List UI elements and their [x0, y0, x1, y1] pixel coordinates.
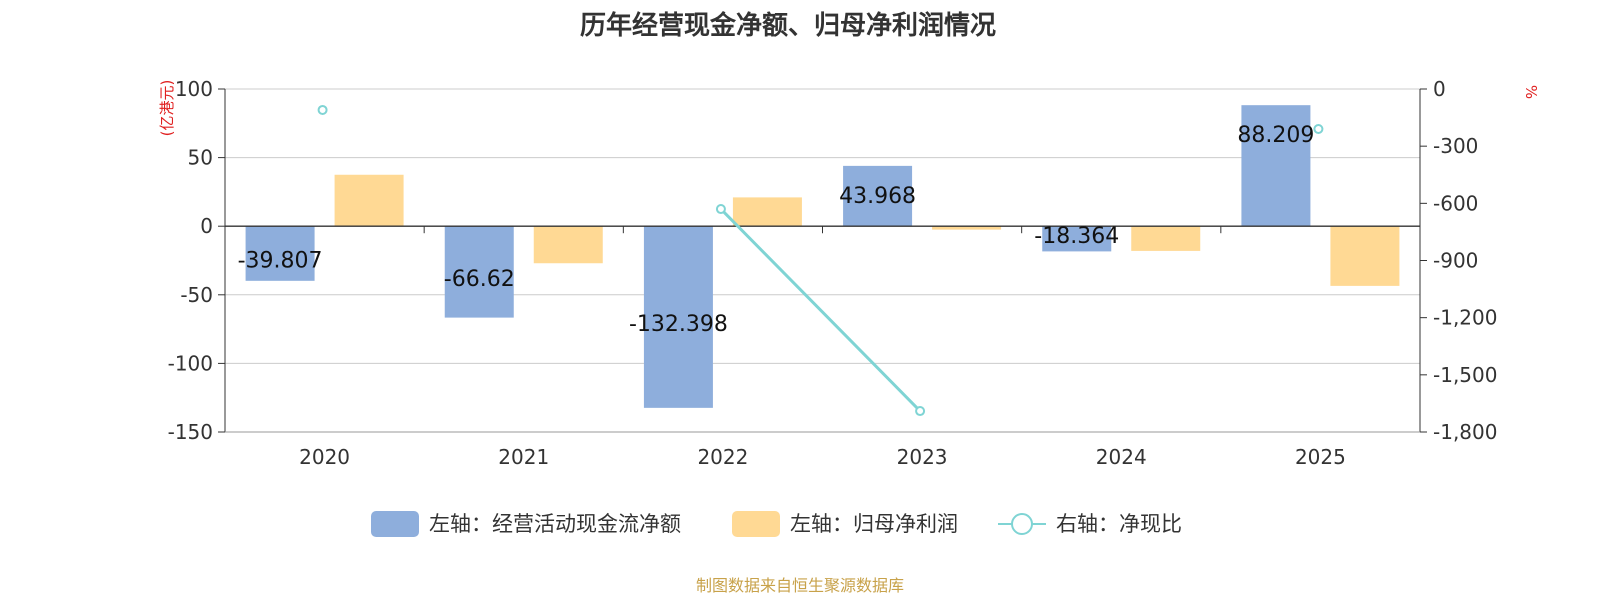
- x-axis-labels: 2020 2021 2022 2023 2024 2025: [299, 445, 1346, 469]
- x-tick-label: 2024: [1096, 445, 1147, 469]
- legend-label-cashflow: 左轴：经营活动现金流净额: [429, 512, 681, 536]
- bar-data-label: -18.364: [1034, 224, 1119, 249]
- data-labels: -39.807 -66.62 -132.398 43.968 -18.364 88.209: [238, 123, 1315, 337]
- cashflow-bar: [843, 165, 913, 227]
- profit-bar: [533, 226, 603, 264]
- ratio-point: [1313, 124, 1324, 135]
- right-tick-label: -1,200: [1433, 306, 1497, 330]
- left-tick-label: 0: [200, 214, 213, 238]
- left-tick-label: 100: [175, 77, 213, 101]
- legend-label-profit: 左轴：归母净利润: [790, 512, 958, 536]
- bar-data-label: -39.807: [238, 249, 323, 274]
- left-tick-label: -100: [168, 351, 213, 375]
- bar-data-label: 88.209: [1237, 123, 1314, 148]
- ratio-line-segment: [719, 207, 922, 413]
- line-series: [317, 104, 1324, 417]
- ratio-point: [915, 406, 926, 417]
- legend: 左轴：经营活动现金流净额 左轴：归母净利润 右轴：净现比: [371, 511, 1182, 537]
- cashflow-bar: [643, 226, 713, 408]
- bar-data-label: -66.62: [444, 267, 515, 292]
- ratio-point: [317, 104, 328, 115]
- x-tick-label: 2025: [1295, 445, 1346, 469]
- profit-bar: [932, 226, 1002, 230]
- left-axis: 100 50 0 -50 -100 -150: [168, 77, 226, 444]
- left-tick-label: 50: [188, 146, 213, 170]
- profit-bar: [732, 197, 802, 227]
- left-tick-label: -50: [180, 283, 213, 307]
- right-axis: 0 -300 -600 -900 -1,200 -1,500 -1,800: [1419, 77, 1497, 444]
- legend-swatch-cashflow: [371, 511, 419, 537]
- ratio-point: [715, 204, 726, 215]
- right-tick-label: -300: [1433, 134, 1478, 158]
- x-tick-label: 2022: [697, 445, 748, 469]
- bar-data-label: -132.398: [629, 312, 728, 337]
- cashflow-bar: [444, 226, 514, 318]
- x-tick-label: 2021: [498, 445, 549, 469]
- left-axis-unit: (亿港元): [158, 80, 176, 137]
- legend-marker-ratio: [1011, 513, 1033, 535]
- profit-bar: [1330, 226, 1400, 286]
- bar-series: [245, 105, 1400, 408]
- bar-data-label: 43.968: [839, 184, 916, 209]
- left-tick-label: -150: [168, 420, 213, 444]
- right-tick-label: 0: [1433, 77, 1446, 101]
- right-tick-label: -1,500: [1433, 363, 1497, 387]
- right-tick-label: -600: [1433, 191, 1478, 215]
- profit-bar: [334, 174, 404, 227]
- x-axis: [224, 225, 1421, 433]
- x-tick-label: 2023: [897, 445, 948, 469]
- cashflow-bar: [1042, 226, 1112, 252]
- x-tick-label: 2020: [299, 445, 350, 469]
- right-axis-unit: %: [1522, 85, 1540, 99]
- legend-label-ratio: 右轴：净现比: [1056, 512, 1182, 536]
- legend-swatch-profit: [732, 511, 780, 537]
- cashflow-bar: [1241, 105, 1311, 227]
- cashflow-bar: [245, 226, 315, 281]
- profit-bar: [1131, 226, 1201, 251]
- source-note: 制图数据来自恒生聚源数据库: [696, 576, 904, 595]
- right-tick-label: -900: [1433, 249, 1478, 273]
- right-tick-label: -1,800: [1433, 420, 1497, 444]
- chart-title: 历年经营现金净额、归母净利润情况: [580, 10, 996, 41]
